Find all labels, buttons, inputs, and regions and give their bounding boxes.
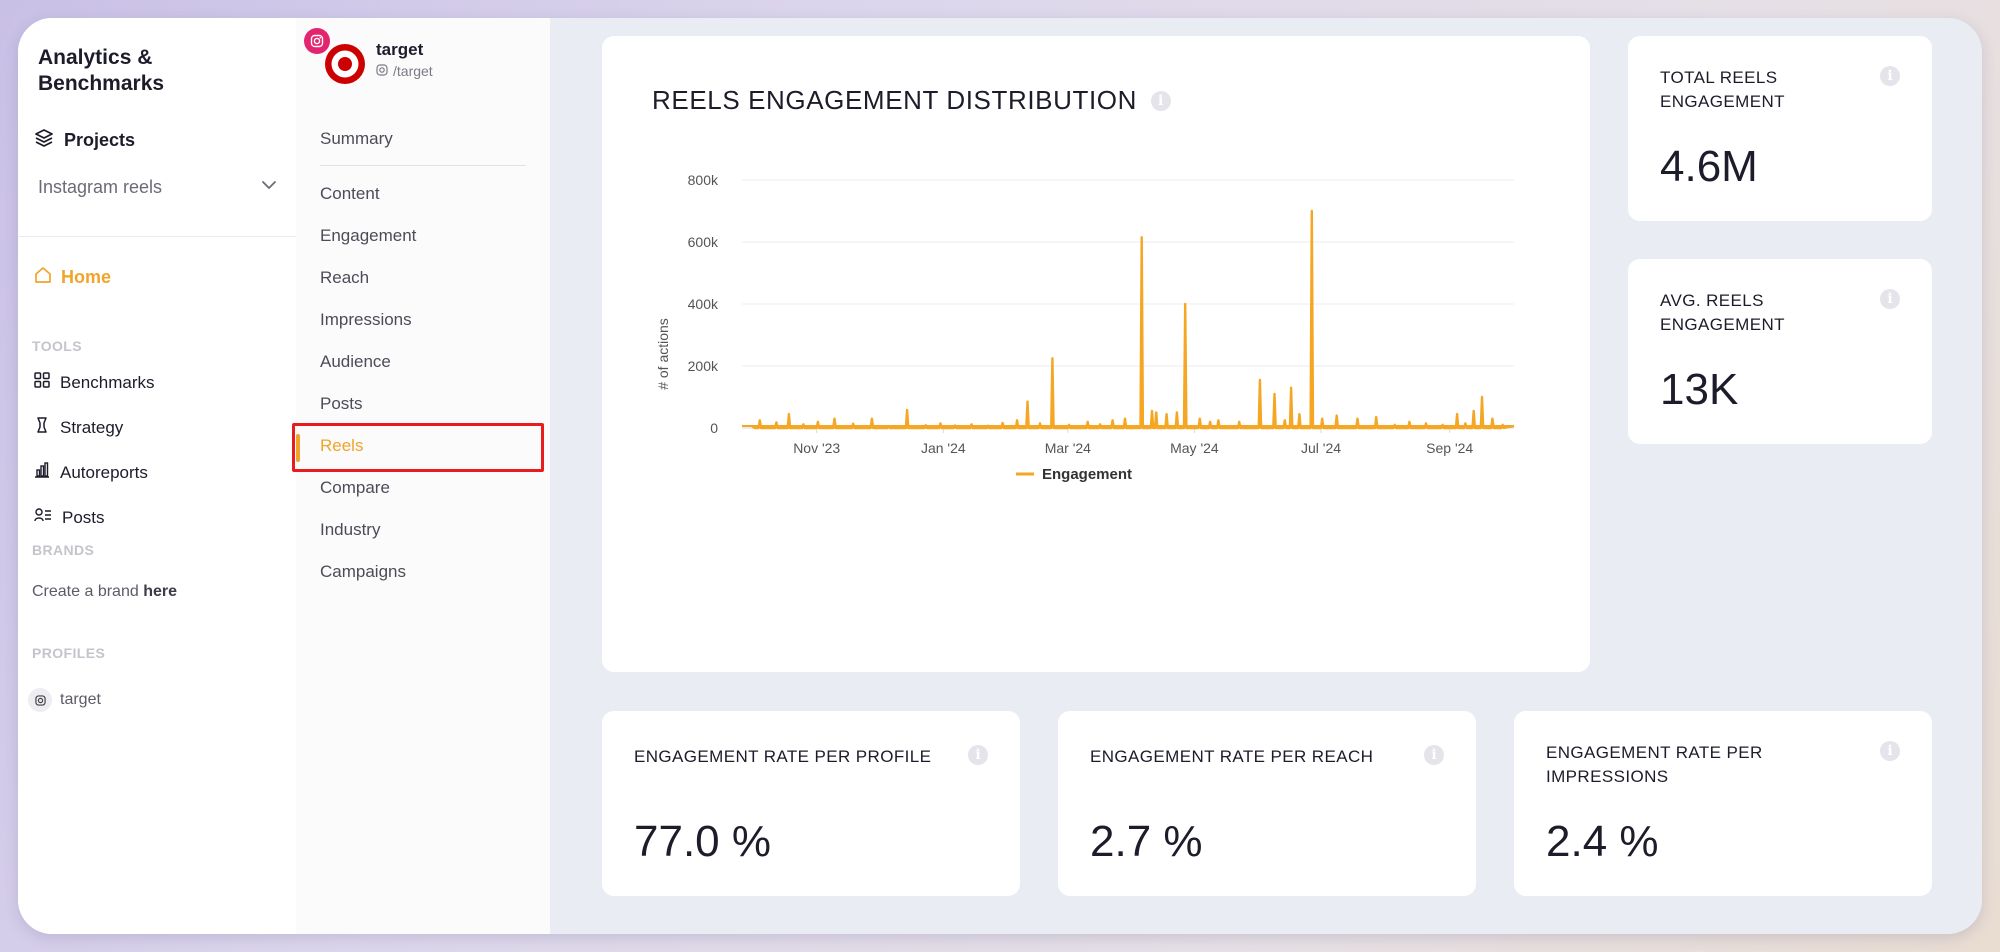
legend-label: Engagement xyxy=(1042,466,1132,483)
bar-chart-icon xyxy=(34,462,50,483)
total-reels-engagement-card: TOTAL REELS ENGAGEMENT i 4.6M xyxy=(1628,36,1932,221)
instagram-small-icon xyxy=(376,63,388,79)
app-title: Analytics & Benchmarks xyxy=(38,46,165,95)
chart-title: REELS ENGAGEMENT DISTRIBUTION i xyxy=(652,85,1171,116)
profiles-heading: PROFILES xyxy=(32,645,106,661)
avg-reels-engagement-card: AVG. REELS ENGAGEMENT i 13K xyxy=(1628,259,1932,444)
y-tick-label: 600k xyxy=(688,234,719,250)
x-tick-label: May '24 xyxy=(1170,440,1219,456)
subnav-reels[interactable]: Reels xyxy=(320,436,364,455)
sidebar-item-label: Autoreports xyxy=(60,462,148,482)
main-sidebar: Analytics & Benchmarks Projects Instagra… xyxy=(18,18,296,934)
project-select[interactable]: Instagram reels xyxy=(38,176,278,199)
brands-heading: BRANDS xyxy=(32,542,95,558)
project-select-value: Instagram reels xyxy=(38,177,163,197)
user-list-icon xyxy=(34,507,52,528)
stat-title: ENGAGEMENT RATE PER PROFILE xyxy=(634,747,932,766)
home-link[interactable]: Home xyxy=(34,266,111,289)
subnav-reach[interactable]: Reach xyxy=(320,268,370,287)
stat-value: 4.6M xyxy=(1660,142,1758,191)
er-per-reach-card: ENGAGEMENT RATE PER REACH i 2.7 % xyxy=(1058,711,1476,896)
chart-title-text: REELS ENGAGEMENT DISTRIBUTION xyxy=(652,85,1137,115)
projects-label: Projects xyxy=(64,130,136,150)
subnav-divider xyxy=(320,165,526,166)
info-icon[interactable]: i xyxy=(1880,66,1900,86)
x-tick-label: Nov '23 xyxy=(793,440,840,456)
home-icon xyxy=(34,266,52,289)
subnav-audience[interactable]: Audience xyxy=(320,352,391,371)
sidebar-item-label: Posts xyxy=(62,507,105,527)
stat-value: 2.4 % xyxy=(1546,817,1659,866)
stat-value: 2.7 % xyxy=(1090,817,1203,866)
y-tick-label: 0 xyxy=(710,420,718,436)
grid-icon xyxy=(34,372,50,393)
instagram-badge-icon xyxy=(304,28,330,54)
info-icon[interactable]: i xyxy=(1151,90,1171,111)
create-brand-prefix: Create a brand xyxy=(32,583,139,600)
sidebar-item-posts[interactable]: Posts xyxy=(34,507,105,528)
x-tick-label: Mar '24 xyxy=(1045,440,1091,456)
target-logo xyxy=(322,41,368,87)
stat-title: ENGAGEMENT RATE PER IMPRESSIONS xyxy=(1546,743,1763,786)
info-icon[interactable]: i xyxy=(1880,289,1900,309)
info-icon[interactable]: i xyxy=(968,745,988,765)
x-tick-label: Jan '24 xyxy=(921,440,966,456)
sidebar-item-benchmarks[interactable]: Benchmarks xyxy=(34,372,154,393)
chevron-down-icon xyxy=(260,176,278,199)
reels-highlight-box xyxy=(292,423,544,472)
profile-handle: /target xyxy=(376,63,433,79)
active-indicator xyxy=(296,434,300,462)
subnav-campaigns[interactable]: Campaigns xyxy=(320,562,406,581)
tools-heading: TOOLS xyxy=(32,338,82,354)
y-axis-label: # of actions xyxy=(655,318,671,390)
engagement-series-line xyxy=(751,209,1515,430)
sidebar-item-autoreports[interactable]: Autoreports xyxy=(34,462,148,483)
y-tick-label: 200k xyxy=(688,358,719,374)
home-label: Home xyxy=(61,267,112,287)
sidebar-item-label: Strategy xyxy=(60,417,124,437)
sidebar-item-label: Benchmarks xyxy=(60,372,155,392)
app-window: Analytics & Benchmarks Projects Instagra… xyxy=(18,18,1982,934)
sidebar-item-strategy[interactable]: Strategy xyxy=(34,417,123,438)
layers-icon xyxy=(34,128,54,153)
subnav-industry[interactable]: Industry xyxy=(320,520,381,539)
info-icon[interactable]: i xyxy=(1880,741,1900,761)
profile-name: target xyxy=(376,40,424,59)
er-per-profile-card: ENGAGEMENT RATE PER PROFILE i 77.0 % xyxy=(602,711,1020,896)
y-tick-label: 400k xyxy=(688,296,719,312)
sidebar-divider xyxy=(18,236,296,237)
subnav-engagement[interactable]: Engagement xyxy=(320,226,417,245)
profile-header: target /target xyxy=(304,28,544,88)
engagement-line-chart: 0 200k 400k 600k 800k # of actions Nov '23 Jan … xyxy=(655,172,1515,483)
er-per-impressions-card: ENGAGEMENT RATE PER IMPRESSIONS i 2.4 % xyxy=(1514,711,1932,896)
subnav-posts[interactable]: Posts xyxy=(320,394,363,413)
stat-value: 77.0 % xyxy=(634,817,771,866)
sidebar-profile-label: target xyxy=(60,691,101,708)
subnav-impressions[interactable]: Impressions xyxy=(320,310,412,329)
x-tick-label: Sep '24 xyxy=(1426,440,1473,456)
reels-engagement-chart-card: REELS ENGAGEMENT DISTRIBUTION i 0 200k 400… xyxy=(602,36,1590,672)
projects-link[interactable]: Projects xyxy=(34,128,135,153)
profile-handle-text: /target xyxy=(393,63,433,79)
create-brand-link[interactable]: here xyxy=(143,583,177,600)
subnav-summary[interactable]: Summary xyxy=(320,129,393,148)
x-tick-label: Jul '24 xyxy=(1301,440,1341,456)
stat-value: 13K xyxy=(1660,365,1739,414)
instagram-icon xyxy=(28,688,52,712)
stat-title: ENGAGEMENT RATE PER REACH xyxy=(1090,747,1374,766)
info-icon[interactable]: i xyxy=(1424,745,1444,765)
subnav-compare[interactable]: Compare xyxy=(320,478,390,497)
chess-piece-icon xyxy=(34,417,50,438)
stat-title: TOTAL REELS ENGAGEMENT xyxy=(1660,68,1785,111)
profile-subnav: target /target Summary Content Engagemen… xyxy=(296,18,550,934)
create-brand-text: Create a brand here xyxy=(32,583,177,601)
y-tick-label: 800k xyxy=(688,172,719,188)
subnav-content[interactable]: Content xyxy=(320,184,380,203)
stat-title: AVG. REELS ENGAGEMENT xyxy=(1660,291,1785,334)
sidebar-profile-target[interactable]: target xyxy=(28,688,101,712)
